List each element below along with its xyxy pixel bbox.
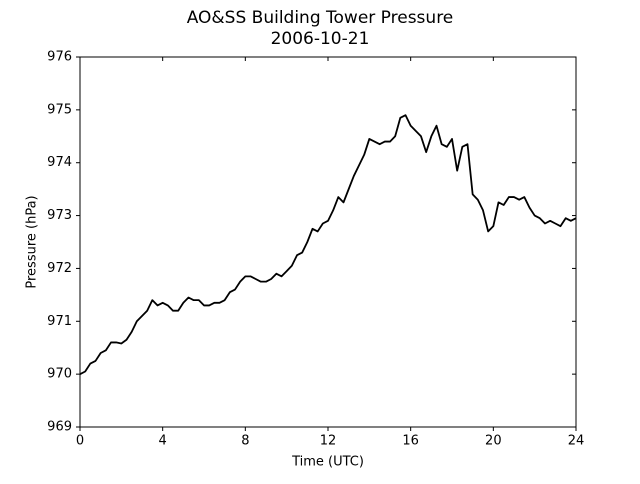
y-tick-label: 970 xyxy=(47,367,72,382)
plot-frame xyxy=(79,56,577,428)
y-tick-label: 969 xyxy=(47,420,72,435)
chart-subtitle: 2006-10-21 xyxy=(271,29,370,49)
x-tick-label: 16 xyxy=(402,434,419,449)
line xyxy=(79,114,577,375)
y-tick-label: 976 xyxy=(47,50,72,65)
x-tick-label: 20 xyxy=(485,434,502,449)
x-tick-label: 12 xyxy=(320,434,337,449)
y-tick-label: 974 xyxy=(47,155,72,170)
y-axis-label: Pressure (hPa) xyxy=(25,195,40,288)
x-tick-label: 0 xyxy=(76,434,84,449)
x-tick-label: 4 xyxy=(159,434,167,449)
y-tick-label: 972 xyxy=(47,261,72,276)
x-tick-label: 8 xyxy=(241,434,249,449)
chart-title: AO&SS Building Tower Pressure xyxy=(187,8,454,28)
y-tick-label: 971 xyxy=(47,314,72,329)
x-axis-label: Time (UTC) xyxy=(291,455,364,470)
y-tick-label: 975 xyxy=(47,102,72,117)
x-tick-label: 24 xyxy=(568,434,585,449)
y-tick-label: 973 xyxy=(47,208,72,223)
